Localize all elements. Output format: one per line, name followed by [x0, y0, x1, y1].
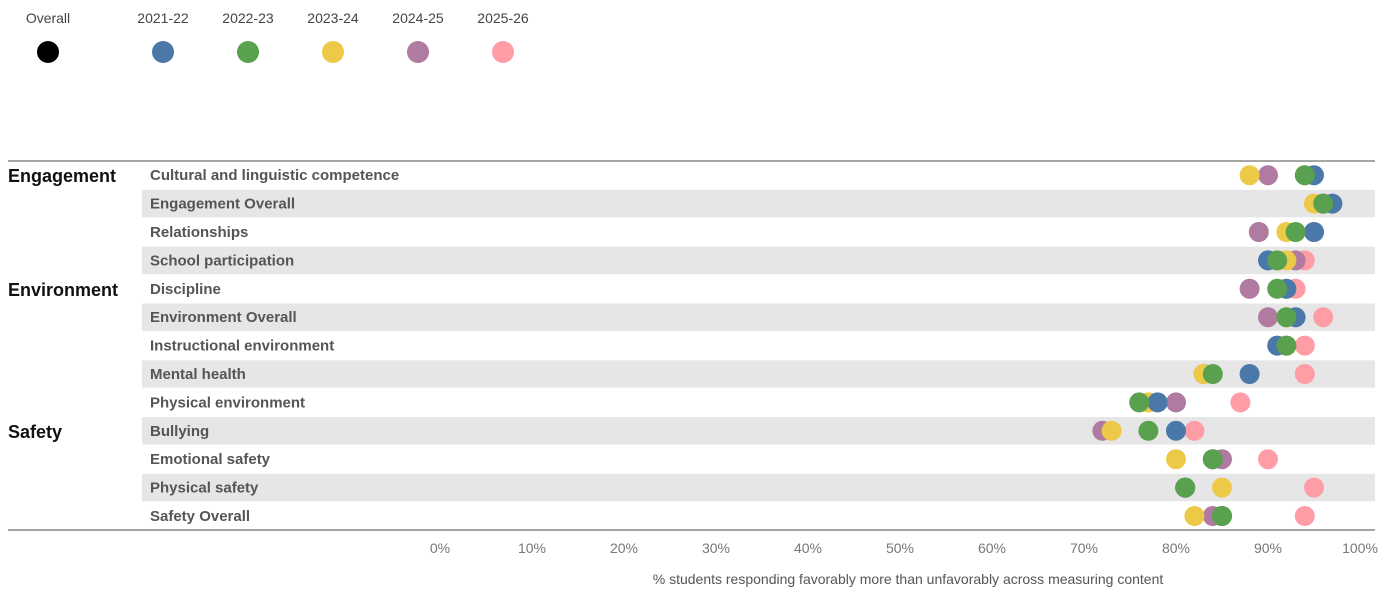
data-point[interactable]	[1258, 165, 1278, 186]
category-label: Environment Overall	[150, 309, 297, 326]
chart-legend: Overall 2021-22 2022-23 2023-24 2024-25 2025-…	[0, 0, 600, 80]
group-label: Engagement	[8, 166, 116, 186]
data-point[interactable]	[1212, 506, 1232, 526]
legend-item[interactable]: 2025-26	[458, 8, 548, 63]
category-label: Mental health	[150, 366, 246, 383]
legend-label: 2021-22	[137, 10, 189, 26]
data-point[interactable]	[1276, 335, 1297, 356]
data-point[interactable]	[1304, 477, 1324, 498]
x-axis-title: % students responding favorably more tha…	[653, 571, 1164, 587]
data-point[interactable]	[1101, 420, 1122, 441]
category-label: Relationships	[150, 224, 248, 241]
row-band	[142, 473, 1375, 502]
legend-label: 2023-24	[307, 10, 359, 26]
legend-item[interactable]: 2024-25	[373, 8, 463, 63]
category-label: Safety Overall	[150, 508, 250, 525]
data-point[interactable]	[1285, 222, 1306, 242]
data-point[interactable]	[1166, 420, 1186, 441]
legend-item[interactable]: 2021-22	[118, 8, 208, 63]
row-band	[142, 189, 1375, 218]
data-point[interactable]	[1147, 392, 1168, 413]
data-point[interactable]	[1184, 506, 1205, 526]
group-labels: Engagement Environment Safety	[8, 166, 118, 442]
x-tick-label: 30%	[702, 540, 730, 556]
data-point[interactable]	[1230, 392, 1251, 413]
data-point[interactable]	[1313, 193, 1334, 214]
legend-swatch	[407, 41, 429, 63]
group-label: Safety	[8, 422, 62, 442]
data-point[interactable]	[1294, 335, 1315, 356]
row-band	[142, 303, 1375, 331]
data-point[interactable]	[1175, 477, 1196, 498]
legend-label: 2025-26	[477, 10, 529, 26]
data-point[interactable]	[1294, 506, 1315, 526]
data-point[interactable]	[1129, 392, 1150, 413]
row-band	[142, 360, 1375, 388]
x-axis-ticks: 0% 10% 20% 30% 40% 50% 60% 70% 80% 90% 100%	[430, 540, 1378, 556]
group-label: Environment	[8, 280, 118, 300]
category-label: Bullying	[150, 423, 209, 440]
data-point[interactable]	[1313, 307, 1334, 328]
x-tick-label: 100%	[1342, 540, 1378, 556]
legend-label: Overall	[25, 10, 71, 26]
data-point[interactable]	[1294, 364, 1315, 384]
category-labels: Cultural and linguistic competence Engage…	[150, 167, 399, 525]
data-point[interactable]	[1258, 449, 1278, 470]
data-point[interactable]	[1202, 449, 1223, 470]
legend-item[interactable]: Overall	[3, 8, 93, 63]
legend-item[interactable]: 2022-23	[203, 8, 293, 63]
x-tick-label: 90%	[1254, 540, 1282, 556]
legend-swatch	[492, 41, 514, 63]
legend-label: 2022-23	[222, 10, 274, 26]
data-point[interactable]	[1239, 364, 1260, 384]
legend-swatch	[237, 41, 259, 63]
data-point[interactable]	[1239, 165, 1260, 186]
data-point[interactable]	[1202, 364, 1223, 384]
x-tick-label: 50%	[886, 540, 914, 556]
x-tick-label: 0%	[430, 540, 450, 556]
category-label: Physical safety	[150, 480, 259, 497]
data-point[interactable]	[1166, 392, 1186, 413]
data-point[interactable]	[1276, 307, 1297, 328]
data-point[interactable]	[1239, 278, 1260, 299]
legend-swatch	[152, 41, 174, 63]
category-label: Engagement Overall	[150, 196, 295, 213]
x-tick-label: 20%	[610, 540, 638, 556]
data-point[interactable]	[1212, 477, 1232, 498]
category-label: Physical environment	[150, 394, 305, 411]
category-label: Instructional environment	[150, 338, 334, 355]
data-point[interactable]	[1138, 420, 1159, 441]
category-label: Cultural and linguistic competence	[150, 167, 399, 184]
legend-swatch	[322, 41, 344, 63]
x-tick-label: 40%	[794, 540, 822, 556]
legend-item[interactable]: 2023-24	[288, 8, 378, 63]
data-point[interactable]	[1267, 250, 1288, 271]
legend-swatch	[37, 41, 59, 63]
x-tick-label: 60%	[978, 540, 1006, 556]
data-point[interactable]	[1248, 222, 1269, 242]
data-point[interactable]	[1304, 222, 1324, 242]
category-label: School participation	[150, 252, 294, 269]
data-point[interactable]	[1267, 278, 1288, 299]
legend-label: 2024-25	[392, 10, 444, 26]
data-point[interactable]	[1258, 307, 1278, 328]
x-tick-label: 80%	[1162, 540, 1190, 556]
category-label: Emotional safety	[150, 451, 271, 468]
data-points	[1092, 165, 1343, 526]
data-point[interactable]	[1294, 165, 1315, 186]
data-point[interactable]	[1166, 449, 1186, 470]
category-label: Discipline	[150, 281, 221, 298]
x-tick-label: 10%	[518, 540, 546, 556]
data-point[interactable]	[1184, 420, 1205, 441]
row-bands	[142, 189, 1375, 502]
row-band	[142, 246, 1375, 275]
x-tick-label: 70%	[1070, 540, 1098, 556]
